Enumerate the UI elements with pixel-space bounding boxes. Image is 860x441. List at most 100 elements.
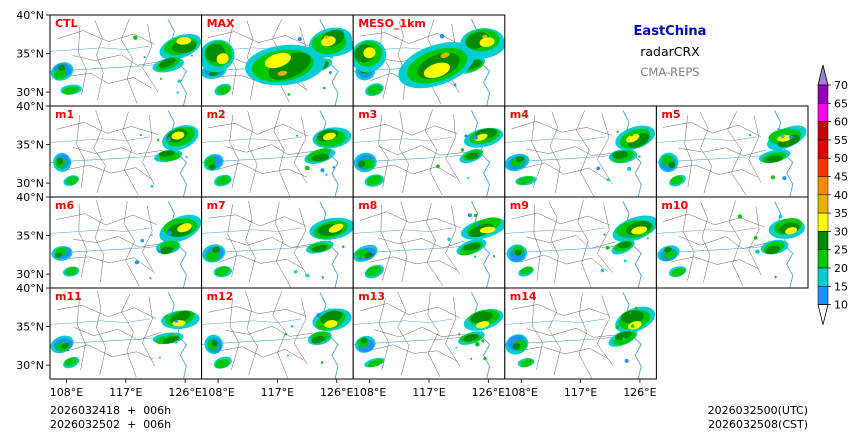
radar-echo <box>353 213 505 279</box>
colorbar-segment <box>817 176 829 196</box>
colorbar-label: 55 <box>834 134 848 147</box>
radar-echo <box>50 33 202 95</box>
lat-tick-label: 40°N <box>16 100 44 113</box>
radar-echo <box>203 127 352 187</box>
colorbar-segment <box>817 249 829 269</box>
panel-m4: m4 <box>504 105 657 198</box>
panel-max: MAX <box>201 14 354 107</box>
radar-echo <box>658 125 807 187</box>
colorbar-label: 45 <box>834 171 848 184</box>
panel-label: m6 <box>55 199 74 212</box>
axes: 40°N35°N30°N40°N35°N30°N40°N35°N30°N40°N… <box>16 9 656 399</box>
province-boundaries <box>208 108 316 197</box>
panel-m9: m9 <box>504 196 657 289</box>
colorbar-label: 15 <box>834 280 848 293</box>
colorbar-segment <box>817 121 829 141</box>
radar-echo <box>201 27 354 96</box>
colorbar-segment <box>817 286 829 305</box>
colorbar-label: 20 <box>834 262 848 275</box>
radar-echo <box>506 215 657 277</box>
lat-tick-label: 30°N <box>16 359 44 372</box>
radar-echo <box>355 308 504 368</box>
lat-tick-label: 35°N <box>16 321 44 334</box>
lat-tick-label: 30°N <box>16 86 44 99</box>
panel-label: MESO_1km <box>358 17 426 30</box>
province-boundaries <box>56 110 164 196</box>
radar-echo <box>51 214 202 280</box>
panel-m1: m1 <box>49 105 203 198</box>
radar-echo <box>353 127 504 187</box>
colorbar-label: 10 <box>834 299 848 312</box>
panel-m5: m5 <box>655 105 809 198</box>
panel-label: m8 <box>358 199 377 212</box>
lon-tick-label: 126°E <box>472 386 505 399</box>
lon-tick-label: 117°E <box>564 386 597 399</box>
panel-m6: m6 <box>49 196 203 289</box>
panel-label: m10 <box>661 199 688 212</box>
panel-label: m1 <box>55 108 74 121</box>
chart-subtitle: radarCRX <box>640 44 700 59</box>
panel-label: CTL <box>55 17 78 30</box>
panel-label: m12 <box>207 290 234 303</box>
lat-tick-label: 40°N <box>16 282 44 295</box>
lat-tick-label: 30°N <box>16 268 44 281</box>
lon-tick-label: 117°E <box>261 386 294 399</box>
province-boundaries <box>511 291 618 379</box>
panel-m14: m14 <box>504 287 657 380</box>
colorbar-label: 25 <box>834 244 848 257</box>
lon-tick-label: 108°E <box>50 386 83 399</box>
panel-label: m14 <box>510 290 537 303</box>
valid-time-cst: 2026032508(CST) <box>708 418 808 431</box>
valid-time-utc: 2026032500(UTC) <box>708 404 808 417</box>
panel-m12: m12 <box>201 287 354 380</box>
colorbar-segment <box>817 267 829 287</box>
province-boundaries <box>208 291 314 379</box>
colorbar-label: 70 <box>834 79 848 92</box>
lon-tick-label: 117°E <box>109 386 142 399</box>
radar-echo <box>504 125 656 186</box>
colorbar-extend-min <box>817 304 829 325</box>
lat-tick-label: 35°N <box>16 230 44 243</box>
colorbar-segment <box>817 139 829 159</box>
panel-label: m5 <box>661 108 680 121</box>
province-boundaries <box>511 110 619 197</box>
colorbar-label: 50 <box>834 152 848 165</box>
panel-label: m9 <box>510 199 529 212</box>
lon-tick-label: 126°E <box>623 386 656 399</box>
radar-echo <box>202 217 354 279</box>
lon-tick-label: 117°E <box>412 386 445 399</box>
lon-tick-label: 108°E <box>505 386 538 399</box>
province-boundaries <box>359 291 466 377</box>
panel-label: MAX <box>207 17 235 30</box>
colorbar-label: 40 <box>834 189 848 202</box>
panel-label: m2 <box>207 108 226 121</box>
radar-echo <box>53 125 199 188</box>
panel-grid: CTL MAX MESO_1km m1 m2 m3 m4 m5 m6 m7 m8 m9 m10 m11 m1… <box>49 14 809 380</box>
panel-m13: m13 <box>352 287 506 380</box>
lon-tick-label: 108°E <box>353 386 386 399</box>
colorbar-label: 60 <box>834 116 848 129</box>
colorbar-segment <box>817 212 829 232</box>
radar-echo <box>50 310 200 369</box>
panel-m3: m3 <box>352 105 506 198</box>
colorbar-label: 65 <box>834 97 848 110</box>
panel-m2: m2 <box>201 105 354 198</box>
panel-m8: m8 <box>352 196 506 289</box>
colorbar-label: 30 <box>834 225 848 238</box>
province-boundaries <box>511 199 617 288</box>
panel-label: m13 <box>358 290 385 303</box>
panel-meso-1km: MESO_1km <box>352 14 506 107</box>
lat-tick-label: 35°N <box>16 139 44 152</box>
colorbar-segment <box>817 157 829 177</box>
colorbar-segment <box>817 231 829 250</box>
radar-echo <box>657 214 805 279</box>
province-boundaries <box>663 200 768 286</box>
colorbar-segment <box>817 84 829 104</box>
panel-label: m11 <box>55 290 82 303</box>
colorbar: 10 15 20 25 30 35 40 45 50 55 60 65 70 <box>817 64 848 325</box>
panel-ctl: CTL <box>49 14 203 107</box>
province-boundaries <box>56 200 165 287</box>
chart-title: EastChina <box>634 24 707 39</box>
panel-border <box>655 196 809 289</box>
